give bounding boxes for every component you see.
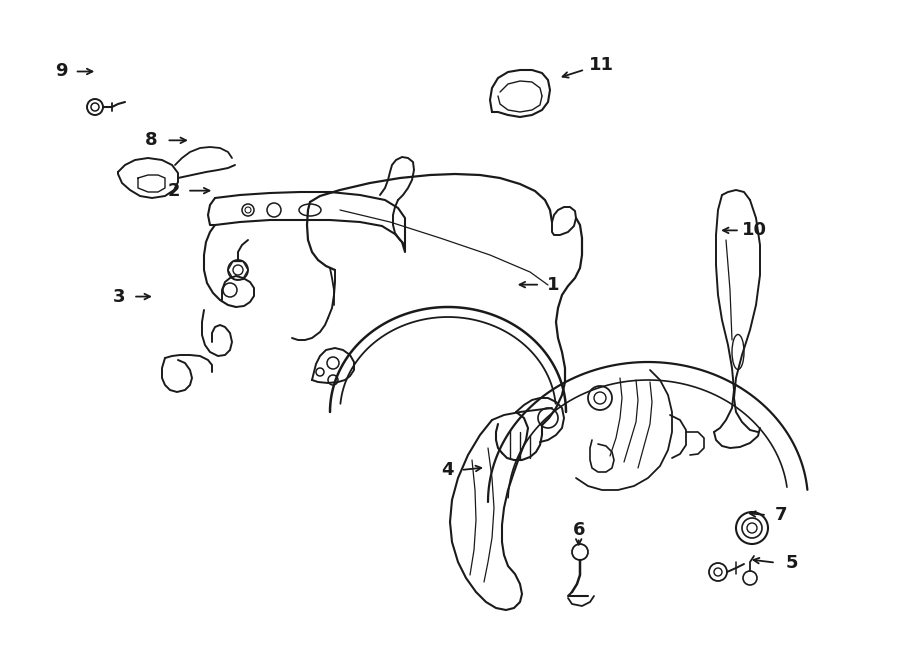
Text: 5: 5 xyxy=(786,553,798,572)
Text: 8: 8 xyxy=(145,131,158,150)
Text: 1: 1 xyxy=(547,275,560,294)
Text: 11: 11 xyxy=(589,56,614,74)
Text: 2: 2 xyxy=(167,181,180,200)
Text: 6: 6 xyxy=(572,520,585,539)
Text: 7: 7 xyxy=(775,506,788,524)
Text: 3: 3 xyxy=(112,287,125,306)
Text: 4: 4 xyxy=(441,461,454,479)
Text: 9: 9 xyxy=(55,62,68,81)
Text: 10: 10 xyxy=(742,221,767,240)
